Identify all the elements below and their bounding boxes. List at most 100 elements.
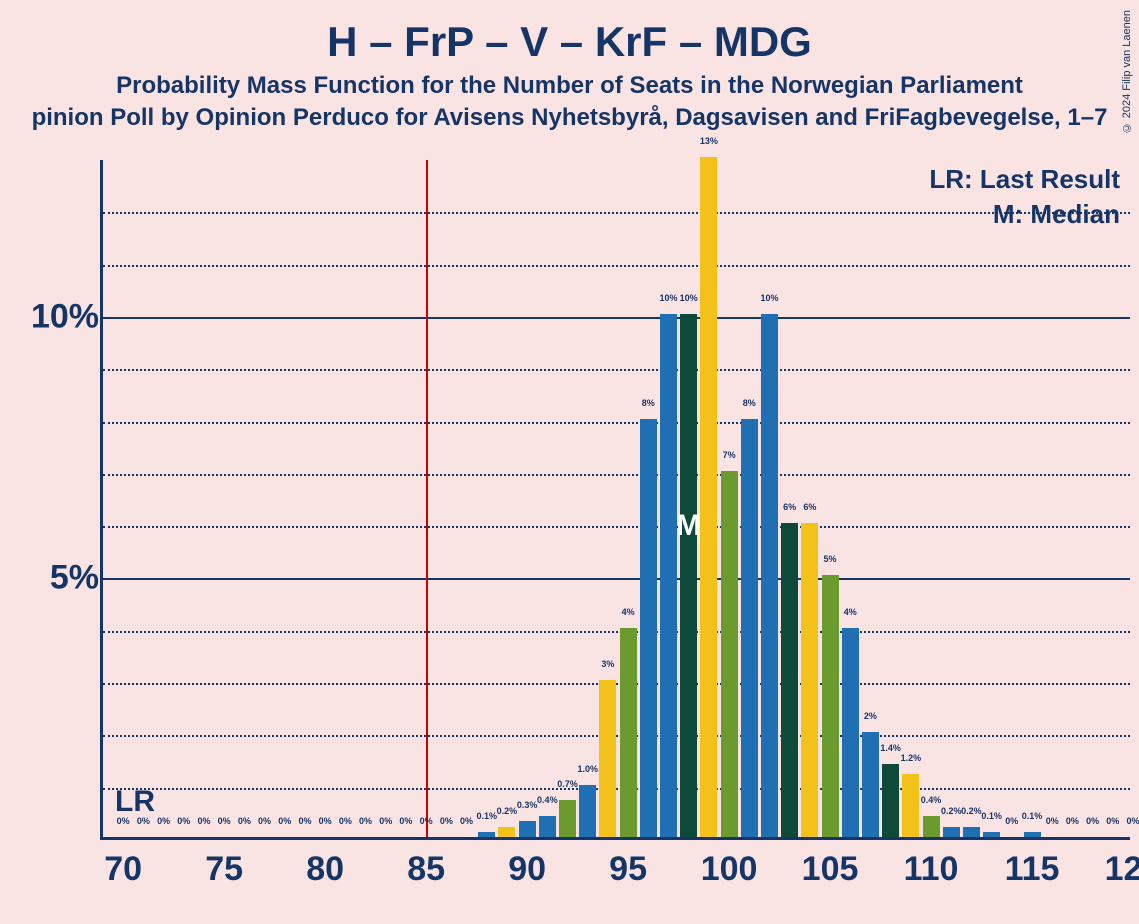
- bar-value-label: 0.4%: [921, 795, 942, 805]
- x-axis-label: 115: [1005, 850, 1060, 889]
- bar-value-label: 0.1%: [476, 811, 497, 821]
- bar-value-label: 0%: [339, 816, 352, 826]
- bar-value-label: 5%: [824, 554, 837, 564]
- x-axis-label: 85: [407, 850, 445, 889]
- bar-value-label: 13%: [700, 136, 718, 146]
- grid-major: [103, 578, 1130, 580]
- grid-minor: [103, 788, 1130, 790]
- bar-value-label: 0%: [137, 816, 150, 826]
- bar: [761, 314, 778, 837]
- bar-value-label: 6%: [803, 502, 816, 512]
- grid-minor: [103, 683, 1130, 685]
- bar-value-label: 4%: [844, 607, 857, 617]
- bar: [539, 816, 556, 837]
- bar-value-label: 0.1%: [981, 811, 1002, 821]
- bar-value-label: 0%: [1046, 816, 1059, 826]
- bar-value-label: 1.0%: [577, 764, 598, 774]
- bar-value-label: 10%: [760, 293, 778, 303]
- bar: [902, 774, 919, 837]
- legend-lr: LR: Last Result: [929, 164, 1120, 195]
- bar-value-label: 6%: [783, 502, 796, 512]
- bar: [579, 785, 596, 837]
- bar-value-label: 1.4%: [880, 743, 901, 753]
- bar: [620, 628, 637, 837]
- bar: [680, 314, 697, 837]
- grid-minor: [103, 474, 1130, 476]
- bar: [741, 419, 758, 837]
- bar-value-label: 10%: [659, 293, 677, 303]
- lr-label: LR: [115, 785, 155, 819]
- legend-m: M: Median: [929, 199, 1120, 230]
- bar-value-label: 0.7%: [557, 779, 578, 789]
- bar-value-label: 0.1%: [1022, 811, 1043, 821]
- bar-value-label: 0.4%: [537, 795, 558, 805]
- bar-value-label: 0%: [157, 816, 170, 826]
- bar: [801, 523, 818, 837]
- grid-minor: [103, 369, 1130, 371]
- x-axis-label: 100: [701, 850, 758, 889]
- bar-value-label: 0%: [460, 816, 473, 826]
- grid-minor: [103, 526, 1130, 528]
- bar-value-label: 8%: [642, 398, 655, 408]
- bar: [640, 419, 657, 837]
- bar-value-label: 0%: [1126, 816, 1139, 826]
- bar-value-label: 10%: [680, 293, 698, 303]
- bar-value-label: 0%: [278, 816, 291, 826]
- legend: LR: Last Result M: Median: [929, 164, 1120, 234]
- bar: [1024, 832, 1041, 837]
- bar-value-label: 1.2%: [901, 753, 922, 763]
- bar-value-label: 0%: [197, 816, 210, 826]
- grid-major: [103, 317, 1130, 319]
- bar: [842, 628, 859, 837]
- bar: [559, 800, 576, 837]
- bar-value-label: 0.2%: [941, 806, 962, 816]
- plot-region: LR: Last Result M: Median LR 70758085909…: [100, 160, 1130, 840]
- bar-value-label: 0%: [117, 816, 130, 826]
- bar-value-label: 0%: [238, 816, 251, 826]
- bar-value-label: 0%: [1066, 816, 1079, 826]
- bar: [963, 827, 980, 837]
- bar: [983, 832, 1000, 837]
- bar-value-label: 0%: [399, 816, 412, 826]
- bar-value-label: 0%: [218, 816, 231, 826]
- bar: [923, 816, 940, 837]
- bar-value-label: 0%: [298, 816, 311, 826]
- bar: [721, 471, 738, 837]
- bar-value-label: 3%: [601, 659, 614, 669]
- x-axis-label: 120: [1105, 850, 1139, 889]
- bar-value-label: 0%: [319, 816, 332, 826]
- x-axis-label: 105: [802, 850, 859, 889]
- median-marker: M: [676, 509, 701, 543]
- bar: [700, 157, 717, 837]
- bar: [882, 764, 899, 837]
- bar-value-label: 0.3%: [517, 800, 538, 810]
- bar: [599, 680, 616, 837]
- bar: [781, 523, 798, 837]
- chart-subtitle: Probability Mass Function for the Number…: [0, 72, 1139, 100]
- lr-line: [426, 160, 428, 837]
- bar-value-label: 0%: [379, 816, 392, 826]
- bar-value-label: 7%: [723, 450, 736, 460]
- bar-value-label: 8%: [743, 398, 756, 408]
- x-axis-label: 80: [306, 850, 344, 889]
- bar-value-label: 0%: [258, 816, 271, 826]
- x-axis-label: 95: [609, 850, 647, 889]
- grid-minor: [103, 265, 1130, 267]
- grid-minor: [103, 212, 1130, 214]
- grid-minor: [103, 631, 1130, 633]
- bar-value-label: 0.2%: [497, 806, 518, 816]
- bar-value-label: 4%: [622, 607, 635, 617]
- y-axis-label: 10%: [31, 297, 99, 336]
- bar-value-label: 0%: [1005, 816, 1018, 826]
- bar-value-label: 0%: [1106, 816, 1119, 826]
- x-axis-label: 70: [104, 850, 142, 889]
- bar: [822, 575, 839, 837]
- y-axis-label: 5%: [50, 559, 99, 598]
- x-axis-label: 75: [205, 850, 243, 889]
- x-axis-label: 90: [508, 850, 546, 889]
- bar-value-label: 0%: [177, 816, 190, 826]
- bar-value-label: 0.2%: [961, 806, 982, 816]
- bar: [519, 821, 536, 837]
- x-axis-label: 110: [904, 850, 959, 889]
- chart-area: LR: Last Result M: Median LR 70758085909…: [100, 160, 1130, 840]
